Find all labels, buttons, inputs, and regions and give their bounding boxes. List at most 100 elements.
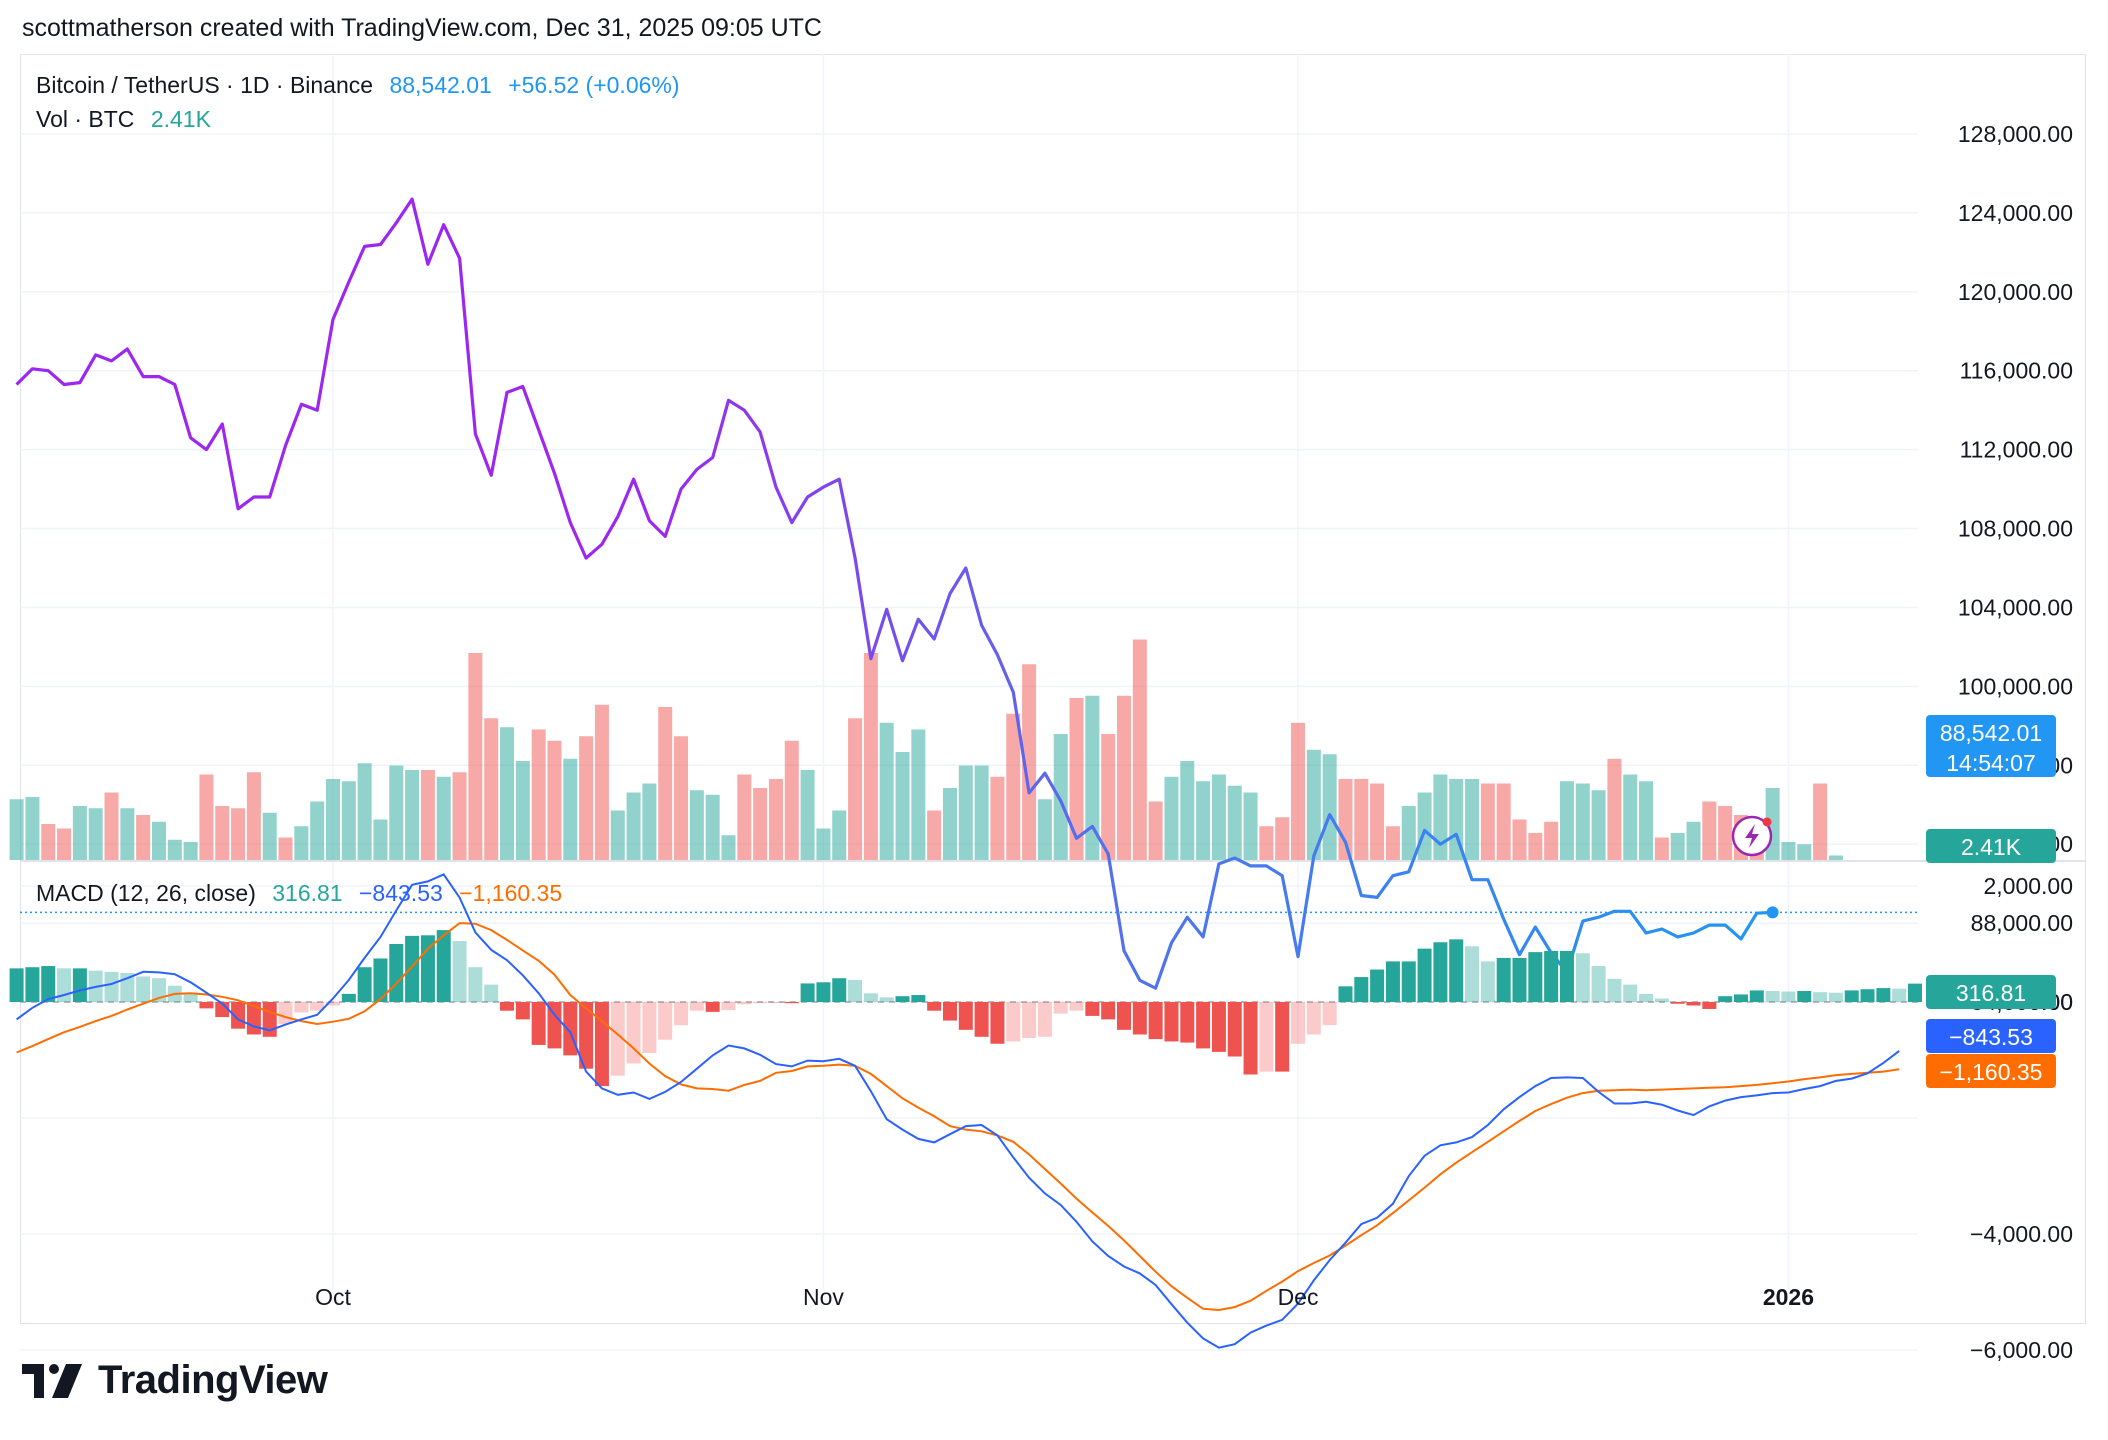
volume-bar: [1006, 713, 1021, 860]
last-price-dot: [1766, 906, 1779, 919]
macd-histogram-bar: [1275, 1002, 1290, 1072]
macd-histogram-bar: [373, 958, 388, 1002]
volume-bar: [57, 828, 72, 860]
volume-bar: [531, 729, 546, 860]
tradingview-logo-icon: [22, 1363, 82, 1398]
legend-macd-hist: 316.81: [272, 880, 343, 906]
macd-histogram-bar: [1828, 992, 1843, 1002]
volume-bar: [674, 736, 689, 860]
macd-histogram-bar: [848, 979, 863, 1002]
macd-histogram-bar: [863, 993, 878, 1002]
macd-histogram-bar: [72, 968, 87, 1002]
volume-bar: [405, 770, 420, 860]
volume-bar: [246, 772, 261, 860]
volume-bar: [1164, 776, 1179, 860]
svg-text:14:54:07: 14:54:07: [1946, 750, 2036, 776]
volume-bar: [658, 707, 673, 860]
macd-histogram-bar: [737, 1002, 752, 1005]
macd-histogram-bar: [1006, 1002, 1021, 1042]
volume-bar: [1639, 781, 1654, 860]
volume-bar: [863, 653, 878, 860]
volume-bar: [1544, 821, 1559, 860]
macd-histogram-bar: [1749, 990, 1764, 1002]
macd-histogram-bar: [1370, 969, 1385, 1002]
macd-pane: [9, 873, 1922, 1349]
macd-histogram-bar: [1718, 996, 1733, 1002]
volume-bar: [231, 808, 246, 860]
macd-histogram-bar: [1053, 1002, 1068, 1014]
macd-histogram-bar: [136, 976, 151, 1002]
volume-bar: [753, 788, 768, 860]
macd-histogram-bar: [531, 1002, 546, 1045]
lightning-icon: [1731, 815, 1773, 857]
macd-histogram-bar: [642, 1002, 657, 1054]
price-tick-label: 100,000.00: [1958, 673, 2073, 699]
macd-histogram-bar: [1243, 1002, 1258, 1075]
macd-histogram-bar: [1591, 966, 1606, 1002]
volume-bar: [1813, 783, 1828, 860]
macd-histogram-bar: [262, 1002, 277, 1037]
macd-histogram-bar: [1196, 1002, 1211, 1049]
macd-histogram-bar: [1433, 942, 1448, 1002]
macd-histogram-bar: [1813, 992, 1828, 1002]
legend-change: +56.52 (+0.06%): [508, 72, 680, 98]
price-badge: 88,542.01 14:54:07: [1926, 715, 2056, 777]
macd-histogram-bar: [1069, 1002, 1084, 1011]
volume-bar: [436, 776, 451, 860]
price-line: [15, 197, 1773, 990]
volume-bar: [1401, 806, 1416, 860]
volume-bar: [1575, 783, 1590, 860]
volume-bar: [927, 810, 942, 860]
volume-bar: [1670, 833, 1685, 860]
time-tick-label: Nov: [803, 1284, 844, 1310]
macd-tick-label: −6,000.00: [1970, 1337, 2073, 1363]
volume-bar: [1702, 801, 1717, 860]
macd-histogram-bar: [1117, 1002, 1131, 1030]
volume-bar: [1781, 842, 1796, 860]
signal-line: [16, 922, 1900, 1312]
volume-bar: [1512, 819, 1527, 860]
volume-bar: [1053, 734, 1068, 860]
macd-tick-label: 2,000.00: [1983, 873, 2073, 899]
macd-histogram-bar: [1844, 990, 1859, 1002]
legend-macd-label: MACD (12, 26, close): [36, 880, 256, 906]
macd-histogram-bar: [1211, 1002, 1226, 1052]
macd-histogram-bar: [610, 1002, 625, 1076]
chart-credit: scottmatherson created with TradingView.…: [22, 14, 822, 42]
volume-bar: [468, 653, 483, 860]
macd-histogram-bar: [1085, 1002, 1100, 1016]
chart-frame: [20, 54, 2086, 1324]
macd-histogram-bar: [753, 1002, 768, 1004]
macd-histogram-bar: [405, 935, 420, 1002]
legend-symbol: Bitcoin / TetherUS · 1D · Binance: [36, 72, 374, 98]
macd-histogram-bar: [1385, 961, 1400, 1002]
tradingview-logo[interactable]: TradingView: [22, 1358, 328, 1403]
volume-bar: [9, 799, 24, 860]
legend-price: 88,542.01: [389, 72, 492, 98]
volume-bar: [373, 819, 388, 860]
macd-histogram-bar: [1908, 983, 1922, 1002]
volume-bar: [183, 842, 198, 860]
macd-histogram-bar: [1449, 939, 1464, 1002]
macd-histogram-bar: [1670, 1002, 1685, 1004]
macd-histogram-bar: [1876, 988, 1891, 1002]
volume-bar: [104, 792, 119, 860]
volume-bar: [800, 770, 815, 860]
volume-bar: [1465, 779, 1480, 860]
macd-histogram-bar: [1417, 948, 1432, 1002]
macd-histogram-bar: [1227, 1002, 1242, 1057]
macd-histogram-bar: [1480, 961, 1495, 1002]
legend-volume-label: Vol · BTC: [36, 106, 135, 132]
macd-histogram-bar: [104, 971, 119, 1002]
macd-histogram-bar: [199, 1002, 214, 1009]
macd-histogram-bar: [1180, 1002, 1195, 1043]
volume-bar: [768, 779, 783, 860]
volume-bar: [420, 770, 435, 860]
macd-histogram-bar: [1607, 978, 1622, 1002]
price-tick-label: 104,000.00: [1958, 594, 2073, 620]
volume-bar: [151, 821, 166, 860]
volume-bar: [326, 779, 340, 860]
legend-row-macd: MACD (12, 26, close) 316.81 −843.53 −1,1…: [36, 880, 572, 907]
svg-text:88,542.01: 88,542.01: [1940, 720, 2042, 746]
